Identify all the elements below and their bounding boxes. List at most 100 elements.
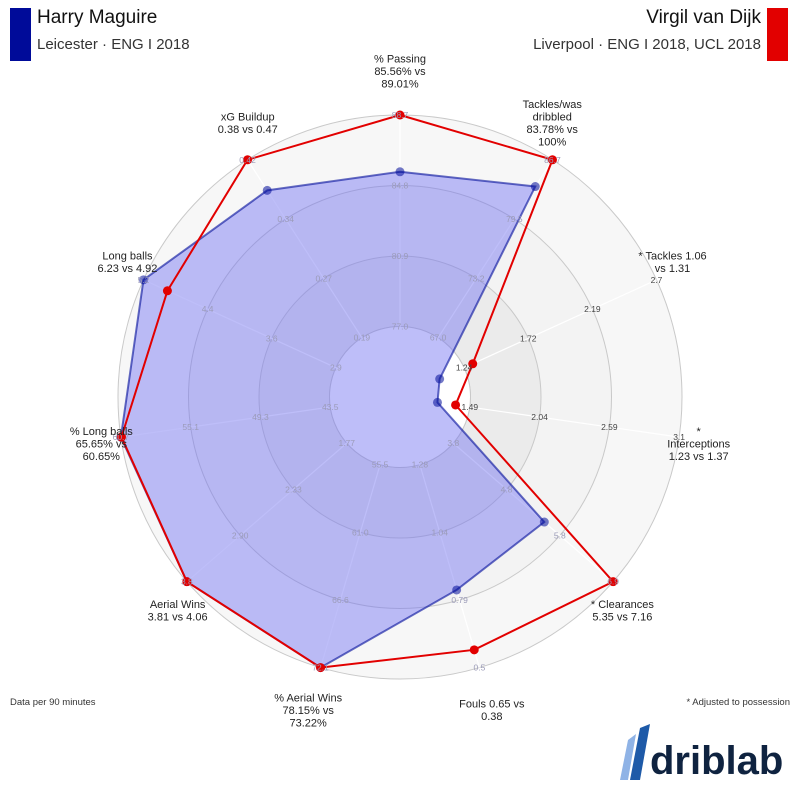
series-area xyxy=(119,170,546,669)
data-point xyxy=(530,182,540,192)
player-left-team: Leicester · ENG I 2018 xyxy=(37,36,190,53)
tick-label: 49.3 xyxy=(252,412,269,422)
tick-label: 72.1 xyxy=(312,663,329,673)
tick-label: 1.49 xyxy=(462,402,479,412)
series-area xyxy=(120,113,615,669)
tick-label: 3.1 xyxy=(673,432,685,442)
tick-label: 0.79 xyxy=(451,595,468,605)
tick-labels: 77.0 80.9 84.8 88.7 67.0 73.2 79.5 86.7 1.24 1.72… xyxy=(113,110,686,673)
data-point xyxy=(539,517,549,527)
series-van-dijk xyxy=(116,110,618,673)
tick-label: 3.8 xyxy=(447,438,459,448)
axis-label: Long balls 6.23 vs 4.92 xyxy=(97,250,157,275)
tick-label: 5.8 xyxy=(554,531,566,541)
tick-label: 1.28 xyxy=(412,460,429,470)
radar-grid xyxy=(117,114,683,680)
axis-label: * Tackles 1.06 vs 1.31 xyxy=(638,250,706,275)
axis-spoke xyxy=(399,159,553,398)
tick-label: 3.6 xyxy=(266,333,278,343)
data-point xyxy=(469,645,479,655)
tick-label: 55.1 xyxy=(182,422,199,432)
tick-label: 2.19 xyxy=(584,304,601,314)
tick-label: 2.33 xyxy=(285,484,302,494)
tick-label: 1.24 xyxy=(456,363,473,373)
data-point xyxy=(451,400,461,410)
tick-label: 86.7 xyxy=(544,155,561,165)
axis-label: % Passing 85.56% vs 89.01% xyxy=(374,54,426,91)
axis-spoke xyxy=(120,396,401,438)
tick-label: 6.9 xyxy=(607,577,619,587)
series-maguire xyxy=(116,167,549,673)
player-right-name: Virgil van Dijk xyxy=(646,7,761,28)
axis-label: Tackles/was dribbled 83.78% vs 100% xyxy=(523,99,583,148)
tick-label: 2.59 xyxy=(601,422,618,432)
tick-label: 88.7 xyxy=(392,110,409,120)
axis-spoke xyxy=(399,396,614,583)
tick-label: 66.6 xyxy=(332,595,349,605)
tick-label: 60.7 xyxy=(113,432,130,442)
data-point xyxy=(435,374,445,384)
player-right-team: Liverpool · ENG I 2018, UCL 2018 xyxy=(533,36,761,53)
tick-label: 4.4 xyxy=(202,304,214,314)
axis-spoke xyxy=(143,279,401,398)
data-point xyxy=(608,577,618,587)
tick-label: 79.5 xyxy=(506,214,523,224)
axis-spoke xyxy=(399,396,481,668)
axis-label: xG Buildup 0.38 vs 0.47 xyxy=(218,112,278,136)
tick-label: 84.8 xyxy=(392,181,409,191)
driblab-logo: driblab xyxy=(620,724,783,783)
tick-label: 1.72 xyxy=(520,333,537,343)
axis-label: * Interceptions 1.23 vs 1.37 xyxy=(667,426,730,463)
data-point xyxy=(468,359,478,369)
player-left-header: Harry Maguire Leicester · ENG I 2018 xyxy=(37,6,190,56)
tick-label: 2.04 xyxy=(531,412,548,422)
data-point xyxy=(547,155,557,165)
tick-label: 5.2 xyxy=(138,275,150,285)
tick-label: 0.19 xyxy=(354,333,371,343)
data-point xyxy=(116,432,126,442)
tick-label: 2.9 xyxy=(330,363,342,373)
axis-label: * Clearances 5.35 vs 7.16 xyxy=(591,599,654,624)
data-point xyxy=(316,663,326,673)
adjusted-note: * Adjusted to possession xyxy=(686,697,790,708)
data-point xyxy=(395,167,405,177)
player-left-color-swatch xyxy=(10,8,31,61)
player-right-header: Virgil van Dijk Liverpool · ENG I 2018, … xyxy=(533,6,761,56)
data-point xyxy=(262,185,272,195)
data-point xyxy=(138,275,148,285)
axis-spoke xyxy=(186,396,401,583)
axis-spoke xyxy=(319,396,401,668)
tick-label: 73.2 xyxy=(468,273,485,283)
data-point xyxy=(243,155,253,165)
axis-label: % Long balls 65.65% vs 60.65% xyxy=(70,426,133,463)
player-left-name: Harry Maguire xyxy=(37,7,158,28)
tick-label: 2.7 xyxy=(651,275,663,285)
axis-labels: % Passing 85.56% vs 89.01% Tackles/was dribb… xyxy=(70,54,731,730)
tick-label: 61.0 xyxy=(352,527,369,537)
tick-label: 80.9 xyxy=(392,251,409,261)
svg-text:driblab: driblab xyxy=(650,739,783,783)
axis-label: Fouls 0.65 vs 0.38 xyxy=(459,699,525,724)
axis-label: % Aerial Wins 78.15% vs 73.22% xyxy=(274,692,342,729)
tick-label: 0.42 xyxy=(239,155,256,165)
tick-label: 0.34 xyxy=(277,214,294,224)
axis-spoke xyxy=(247,159,401,398)
tick-label: 67.0 xyxy=(430,333,447,343)
data-point xyxy=(432,397,442,407)
tick-label: 2.90 xyxy=(232,531,249,541)
data-point xyxy=(162,286,172,296)
tick-label: 0.5 xyxy=(474,663,486,673)
tick-label: 77.0 xyxy=(392,322,409,332)
per90-note: Data per 90 minutes xyxy=(10,697,96,708)
tick-label: 4.8 xyxy=(501,484,513,494)
tick-label: 0.27 xyxy=(315,273,332,283)
data-point xyxy=(395,110,405,120)
data-point xyxy=(452,585,462,595)
tick-label: 43.5 xyxy=(322,402,339,412)
data-point xyxy=(182,577,192,587)
tick-label: 3.8 xyxy=(181,577,193,587)
tick-label: 1.04 xyxy=(431,527,448,537)
player-right-color-swatch xyxy=(767,8,788,61)
tick-label: 55.5 xyxy=(372,460,389,470)
